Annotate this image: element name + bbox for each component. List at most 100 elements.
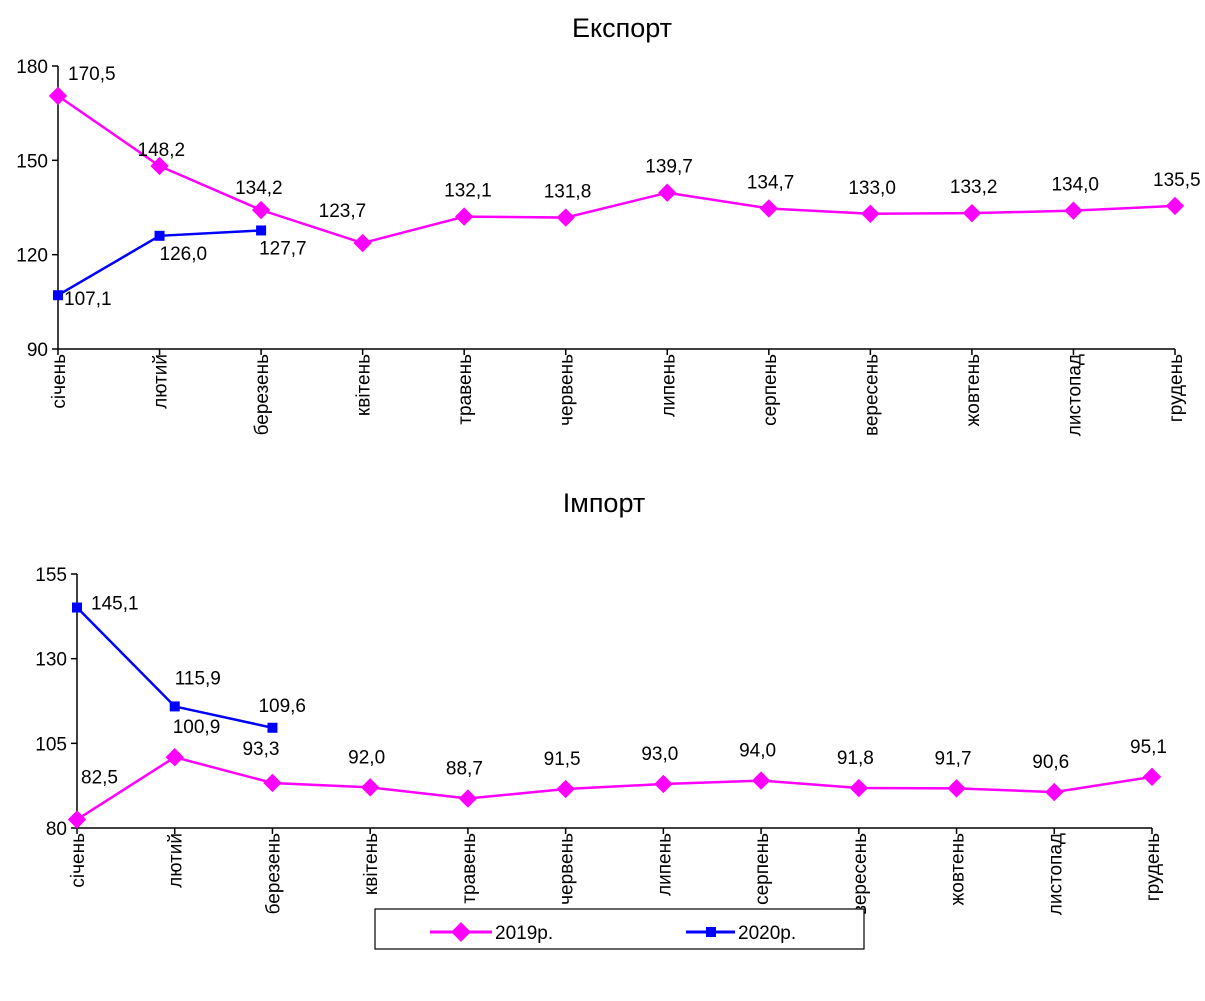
export-data-label-2020: 126,0 (160, 244, 208, 265)
export-data-label-2019: 135,5 (1153, 170, 1201, 191)
import-x-category-label: березень (263, 833, 284, 915)
legend: 2019р. 2020р. (374, 908, 865, 950)
import-data-label-2019: 94,0 (739, 741, 776, 762)
export-data-labels: 170,5 148,2 134,2 123,7 132,1 131,8 139,7 134,7… (64, 64, 1201, 310)
import-x-category-label: травень (459, 833, 480, 904)
import-x-category-label: жовтень (948, 833, 969, 906)
import-point-2019 (360, 778, 380, 797)
export-x-category-label: вересень (861, 354, 882, 436)
import-data-label-2019: 95,1 (1130, 737, 1167, 758)
export-data-label-2019: 148,2 (138, 140, 186, 161)
import-data-label-2019: 93,0 (641, 744, 678, 765)
export-data-label-2019: 123,7 (319, 201, 367, 222)
import-point-2019 (556, 779, 575, 799)
import-chart-title: Імпорт (563, 488, 646, 518)
import-y-tick-label: 80 (46, 819, 67, 840)
export-point-2019 (759, 199, 779, 218)
export-point-2019 (251, 200, 271, 220)
import-point-2019 (849, 778, 869, 798)
import-point-2019 (654, 774, 673, 794)
import-x-category-label: червень (557, 833, 578, 905)
legend-label-2020: 2020р. (738, 923, 796, 944)
legend-marker-2020 (706, 927, 716, 937)
export-point-2019 (48, 86, 68, 106)
export-data-label-2019: 134,7 (747, 172, 795, 193)
export-point-2019 (353, 233, 372, 253)
export-data-label-2019: 134,2 (235, 178, 283, 199)
export-y-tick-label: 120 (16, 246, 48, 267)
export-data-label-2019: 170,5 (68, 64, 116, 85)
import-y-ticks: 155 130 105 80 (35, 565, 77, 840)
export-x-category-label: жовтень (963, 354, 984, 427)
export-point-2019 (658, 183, 677, 202)
import-chart: Імпорт 155 130 105 80 січень лютий березень кв… (35, 488, 1167, 915)
export-point-2020 (53, 290, 63, 301)
export-x-category-label: березень (252, 354, 273, 436)
import-data-label-2019: 91,8 (837, 748, 874, 769)
export-x-category-label: серпень (760, 354, 781, 426)
import-data-label-2019: 88,7 (446, 759, 483, 780)
export-data-label-2020: 107,1 (64, 289, 112, 310)
export-series-line-2019 (57, 94, 1176, 245)
export-series (48, 86, 1185, 301)
import-point-2019 (751, 771, 771, 790)
import-series (67, 602, 1162, 829)
export-x-category-label: липень (658, 354, 679, 417)
export-x-category-label: грудень (1166, 354, 1187, 422)
import-x-category-label: лютий (166, 833, 187, 888)
export-point-2019 (454, 207, 474, 226)
export-data-label-2019: 131,8 (544, 182, 592, 203)
import-data-label-2019: 92,0 (348, 747, 385, 768)
export-x-category-label: червень (557, 354, 578, 426)
import-x-categories: січень лютий березень квітень травень червень… (68, 828, 1164, 915)
import-data-label-2019: 90,6 (1032, 752, 1069, 773)
export-data-label-2019: 132,1 (444, 181, 492, 202)
legend-marker-2019 (451, 922, 471, 942)
export-y-tick-label: 150 (16, 151, 48, 172)
import-point-2020 (267, 722, 278, 733)
import-x-category-label: липень (654, 833, 675, 896)
import-x-category-label: листопад (1045, 833, 1066, 915)
export-data-label-2019: 133,2 (950, 177, 998, 198)
import-point-2019 (458, 789, 478, 808)
import-data-label-2020: 145,1 (91, 594, 139, 615)
export-point-2019 (150, 156, 169, 176)
export-point-2019 (861, 204, 880, 223)
export-point-2019 (1064, 201, 1083, 220)
import-point-2019 (263, 773, 282, 793)
import-data-label-2020: 109,6 (258, 696, 306, 717)
export-y-tick-label: 90 (27, 340, 48, 361)
export-point-2019 (1165, 196, 1185, 216)
export-data-label-2019: 139,7 (645, 157, 693, 178)
import-data-label-2019: 82,5 (81, 768, 118, 789)
import-point-2019 (67, 810, 87, 829)
export-x-category-label: лютий (151, 354, 172, 409)
import-data-label-2019: 100,9 (173, 717, 221, 738)
import-data-label-2019: 91,5 (544, 749, 581, 770)
export-y-tick-label: 180 (16, 57, 48, 78)
import-point-2019 (1142, 767, 1162, 787)
export-chart-title: Експорт (572, 13, 672, 43)
legend-label-2019: 2019р. (495, 923, 553, 944)
export-chart: Експорт 180 150 120 90 січень лютий березень к… (16, 13, 1200, 436)
import-point-2019 (165, 748, 184, 767)
import-x-category-label: грудень (1143, 833, 1164, 901)
import-y-tick-label: 130 (35, 650, 67, 671)
export-point-2020 (256, 225, 267, 236)
import-data-label-2019: 93,3 (242, 739, 279, 760)
export-point-2019 (962, 203, 982, 223)
export-x-category-label: квітень (354, 354, 375, 416)
import-point-2020 (169, 701, 180, 712)
export-data-label-2019: 133,0 (848, 178, 896, 199)
import-point-2019 (1045, 782, 1064, 802)
export-x-categories: січень лютий березень квітень травень червень… (49, 349, 1187, 436)
export-x-category-label: травень (455, 354, 476, 425)
import-data-label-2019: 91,7 (935, 748, 972, 769)
import-series-line-2019 (76, 755, 1153, 821)
export-data-label-2020: 127,7 (259, 238, 307, 259)
import-x-category-label: квітень (361, 833, 382, 895)
import-data-label-2020: 115,9 (175, 668, 221, 689)
import-x-category-label: вересень (850, 833, 871, 915)
import-point-2019 (947, 779, 966, 798)
export-point-2020 (154, 230, 165, 241)
